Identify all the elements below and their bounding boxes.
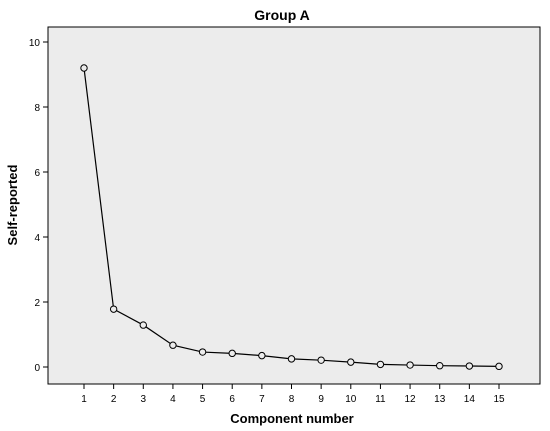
data-point: [317, 356, 325, 364]
y-tick-label: 8: [34, 103, 40, 114]
x-tick-label: 2: [111, 394, 117, 405]
data-point: [436, 362, 444, 370]
x-tick-label: 1: [81, 394, 87, 405]
data-point: [258, 351, 266, 360]
x-tick-label: 14: [464, 394, 476, 405]
x-tick-label: 3: [141, 394, 147, 405]
x-tick-label: 13: [434, 394, 446, 405]
data-point: [406, 361, 414, 369]
data-point: [198, 348, 207, 356]
x-tick-label: 9: [318, 394, 324, 405]
data-point: [465, 362, 474, 370]
data-point: [169, 341, 177, 349]
chart-title: Group A: [254, 7, 309, 23]
y-axis: 0 2 4 6 8 10: [29, 38, 48, 374]
x-tick-label: 5: [200, 394, 206, 405]
x-tick-label: 8: [289, 394, 295, 405]
y-tick-label: 4: [34, 233, 40, 244]
data-point: [228, 349, 236, 358]
data-point: [80, 64, 88, 72]
y-axis-label: Self-reported: [5, 164, 20, 245]
plot-area: [47, 26, 541, 385]
x-tick-label: 15: [493, 394, 505, 405]
data-point: [139, 321, 147, 329]
y-tick-label: 6: [34, 168, 40, 179]
y-tick-label: 10: [29, 38, 41, 49]
data-point: [376, 360, 385, 369]
x-tick-label: 12: [405, 394, 417, 405]
y-tick-label: 0: [34, 363, 40, 374]
x-tick-label: 10: [345, 394, 357, 405]
data-point: [495, 362, 503, 371]
x-axis-label: Component number: [230, 411, 354, 426]
data-point: [287, 355, 296, 363]
y-tick-label: 2: [34, 298, 40, 309]
x-tick-label: 4: [170, 394, 176, 405]
x-tick-label: 6: [229, 394, 235, 405]
x-axis: 1 2 3 4 5 6 7 8 9 10 11 12 13 14 15: [81, 384, 505, 405]
series-layer: [80, 64, 503, 371]
x-tick-label: 7: [259, 394, 265, 405]
data-point: [347, 358, 355, 366]
x-tick-label: 11: [375, 394, 386, 405]
data-point: [109, 305, 118, 313]
